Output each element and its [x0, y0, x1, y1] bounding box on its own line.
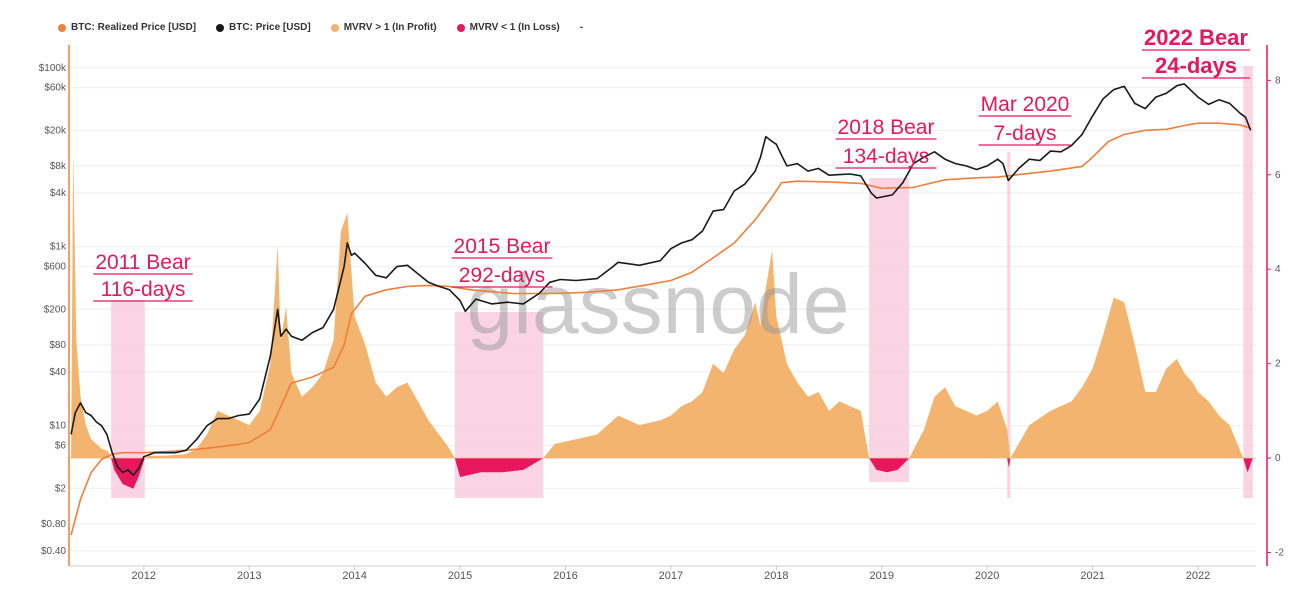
x-tick-label: 2013	[237, 570, 261, 582]
bear-label-duration: 116-days	[101, 278, 186, 301]
series-line-price	[70, 83, 1252, 476]
series-area-in-loss	[454, 458, 544, 477]
y-left-tick-label: $0.80	[41, 519, 66, 530]
legend-item-realized-price[interactable]: BTC: Realized Price [USD]	[58, 22, 196, 33]
watermark: glassnode	[467, 257, 850, 351]
legend-label-realized-price: BTC: Realized Price [USD]	[71, 22, 197, 33]
y-right-tick-label: 2	[1275, 359, 1281, 370]
y-right-tick-label: 6	[1275, 170, 1281, 181]
series-area-in-profit	[71, 151, 1244, 459]
y-left-tick-label: $0.40	[41, 546, 66, 557]
series-area-in-loss	[1007, 458, 1011, 468]
bear-label-title: 2022 Bear	[1144, 25, 1248, 50]
y-left-tick-label: $20k	[44, 125, 67, 136]
legend-marker-in-loss	[456, 23, 465, 32]
legend-marker-in-profit	[330, 23, 339, 32]
legend-marker-price	[216, 23, 225, 32]
bear-label-duration: 292-days	[459, 264, 545, 287]
y-left-tick-label: $200	[44, 304, 67, 315]
legend-marker-realized-price	[58, 23, 66, 32]
x-tick-label: 2017	[659, 570, 683, 582]
bear-label-title: 2018 Bear	[838, 116, 935, 139]
legend-label-price: BTC: Price [USD]	[229, 22, 311, 33]
price-lines	[70, 83, 1252, 536]
bear-label-duration: 7-days	[993, 122, 1056, 145]
bear-label-title: 2015 Bear	[454, 235, 551, 258]
x-tick-label: 2016	[553, 570, 577, 582]
axes: $100k $60k $20k $8k $4k $1k $600 $200 $80 $40 $10 $…	[39, 45, 1284, 582]
x-tick-label: 2021	[1080, 570, 1104, 582]
series-line-realized-price	[70, 122, 1251, 536]
bear-label-duration: 24-days	[1155, 53, 1237, 78]
y-left-tick-label: $80	[49, 340, 66, 351]
x-tick-label: 2018	[764, 570, 788, 582]
legend-item-extra: -	[580, 22, 583, 33]
y-left-tick-label: $10	[49, 421, 66, 432]
x-tick-label: 2019	[870, 570, 894, 582]
series-area-in-loss	[1243, 458, 1253, 473]
chart-legend: BTC: Realized Price [USD] BTC: Price [US…	[58, 22, 583, 33]
x-tick-label: 2015	[448, 570, 472, 582]
y-left-tick-label: $600	[44, 262, 67, 273]
y-right-tick-label: -2	[1275, 548, 1284, 559]
series-area-in-loss	[869, 458, 910, 473]
y-left-tick-label: $6	[55, 441, 67, 452]
bear-band	[1007, 152, 1011, 498]
y-left-tick-label: $8k	[50, 161, 67, 172]
y-right-tick-label: 4	[1275, 264, 1281, 275]
x-tick-label: 2020	[975, 570, 999, 582]
y-left-tick-label: $2	[55, 483, 67, 494]
y-left-tick-label: $1k	[50, 242, 67, 253]
bear-label-title: Mar 2020	[981, 93, 1070, 116]
y-left-tick-label: $40	[49, 367, 66, 378]
x-tick-label: 2012	[132, 570, 156, 582]
legend-item-price[interactable]: BTC: Price [USD]	[216, 22, 311, 33]
legend-label-in-profit: MVRV > 1 (In Profit)	[343, 22, 437, 33]
series-area-in-loss	[111, 458, 145, 489]
legend-item-in-profit[interactable]: MVRV > 1 (In Profit)	[330, 22, 437, 33]
legend-label-extra: -	[579, 22, 584, 33]
bear-annotations: 2011 Bear 116-days 2015 Bear 292-days 2018 B…	[93, 25, 1250, 302]
x-tick-label: 2014	[342, 570, 366, 582]
x-tick-label: 2022	[1186, 570, 1210, 582]
bear-label-title: 2011 Bear	[95, 251, 190, 274]
y-left-tick-label: $60k	[44, 83, 67, 94]
y-right-tick-label: 0	[1275, 453, 1281, 464]
y-left-tick-label: $100k	[39, 63, 67, 74]
y-right-tick-label: 8	[1275, 75, 1281, 86]
mvrv-areas	[70, 151, 1256, 489]
bear-band	[869, 178, 910, 482]
bear-band	[1243, 66, 1253, 498]
y-left-tick-label: $4k	[50, 188, 67, 199]
legend-item-in-loss[interactable]: MVRV < 1 (In Loss)	[456, 22, 560, 33]
legend-label-in-loss: MVRV < 1 (In Loss)	[469, 22, 560, 33]
bear-label-duration: 134-days	[843, 145, 929, 168]
